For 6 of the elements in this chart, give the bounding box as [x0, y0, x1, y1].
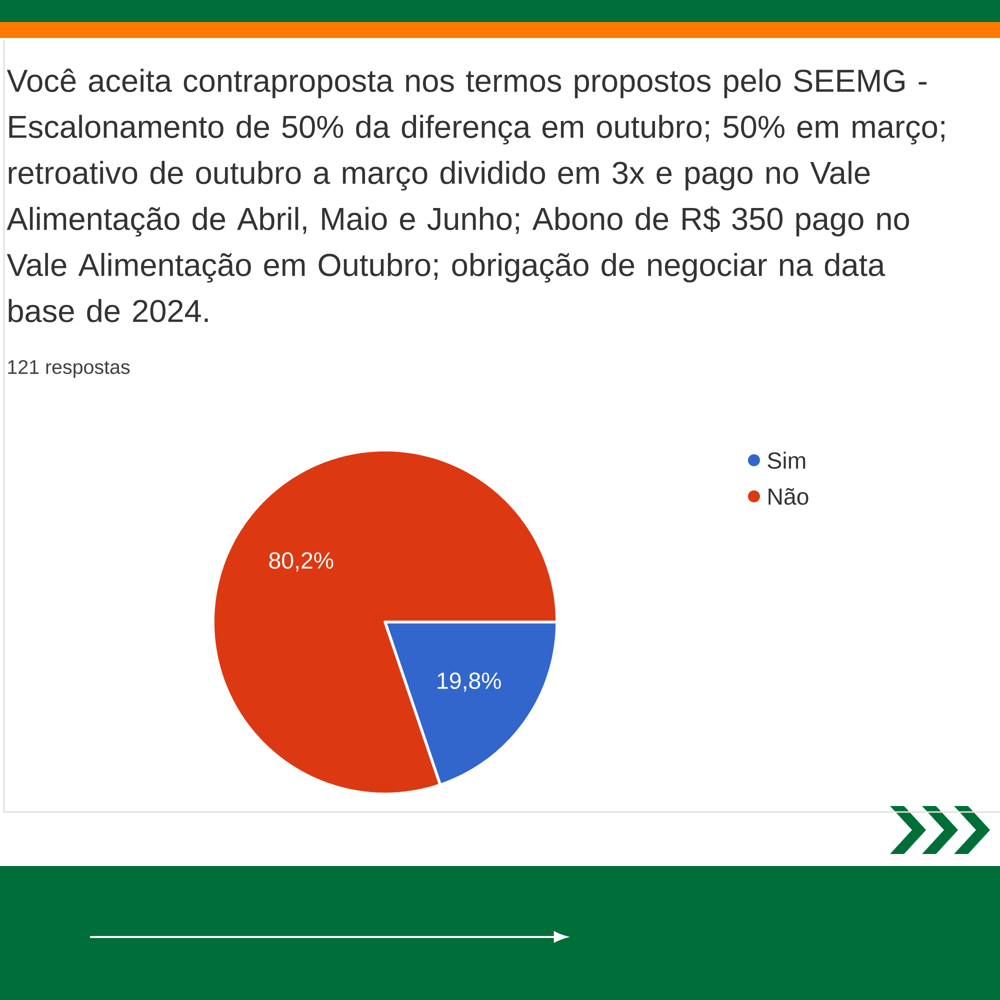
data-label: 19,8% [438, 672, 501, 692]
chart-title: Você aceita contraproposta nos termos propostos pelo SEEMG - Escalonamento de 50% da diferença em outubro; 50% em março; retroativo de outubro a março dividido em 3x e pago no Vale Alimentação de Abril, Maio e Junho; Abono de R$ 350 pago no Vale Alimentação em Outubro; obrigação de negociar na data base de 2024. [6, 68, 944, 322]
legend-label: Não [768, 488, 808, 505]
legend-label: Sim [768, 452, 806, 469]
chart-subtitle: 121 respostas [8, 360, 130, 378]
data-label: 80,2% [269, 552, 334, 572]
